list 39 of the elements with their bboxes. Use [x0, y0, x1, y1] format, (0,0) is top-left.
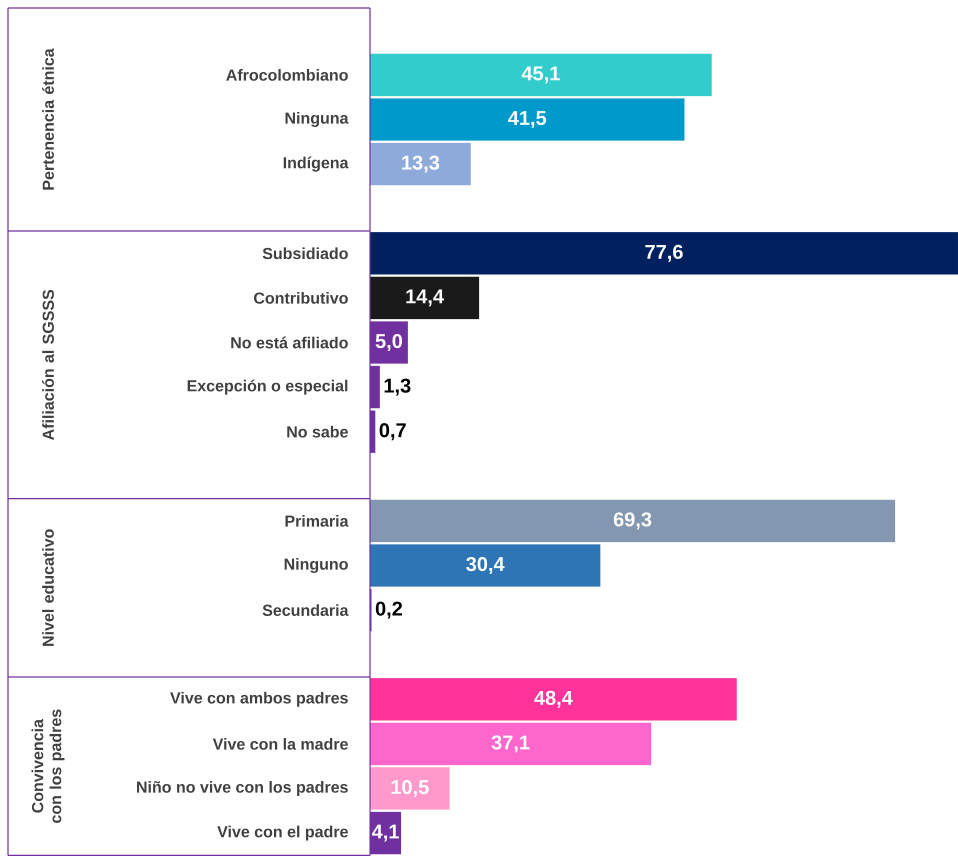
bar — [370, 722, 652, 766]
data-label: 0,7 — [380, 423, 406, 440]
y-tick-label: Ninguno — [284, 558, 348, 573]
data-label: 77,6 — [645, 244, 683, 262]
bar — [370, 678, 737, 720]
bar — [370, 232, 958, 274]
data-label: 14,4 — [406, 289, 444, 306]
y-tick-label: Vive con la madre — [212, 738, 348, 750]
bar — [370, 276, 480, 320]
y-tick-label: Niño no vive con los padres — [137, 781, 348, 796]
data-label: 48,4 — [534, 690, 573, 708]
data-label: 69,3 — [614, 512, 652, 530]
y-axis-title: Nivel educativo — [42, 529, 54, 646]
bar — [370, 767, 450, 810]
y-tick-label: No está afiliado — [231, 336, 348, 348]
y-tick-label: Vive con ambos padres — [170, 692, 348, 707]
data-label: 41,5 — [508, 111, 546, 128]
data-label: 1,3 — [384, 378, 410, 396]
y-axis-title: Convivencia con los padres — [32, 710, 64, 823]
y-tick-label: Subsidiado — [262, 247, 348, 260]
data-label: 4,1 — [372, 824, 399, 842]
y-axis-title: Afiliación al SGSSS — [42, 290, 54, 440]
y-tick-label: Secundaria — [262, 604, 349, 616]
y-tick-label: Primaria — [285, 515, 349, 527]
y-tick-label: Afrocolombiano — [226, 69, 348, 81]
y-tick-label: Contributivo — [254, 292, 348, 304]
y-tick-label: Vive con el padre — [217, 826, 348, 841]
data-label: 45,1 — [522, 66, 560, 84]
y-tick-label: Excepción o especial — [188, 380, 348, 395]
y-axis-title: Pertenencia étnica — [42, 48, 54, 190]
data-label: 0,2 — [376, 602, 402, 619]
data-label: 5,0 — [376, 334, 402, 352]
y-tick-label: No sabe — [287, 426, 348, 438]
y-tick-label: Indígena — [284, 156, 349, 172]
y-tick-label: Ninguna — [286, 112, 349, 127]
data-label: 10,5 — [392, 780, 429, 798]
data-label: 13,3 — [402, 156, 440, 173]
data-label: 30,4 — [466, 556, 505, 574]
data-label: 37,1 — [492, 735, 530, 752]
